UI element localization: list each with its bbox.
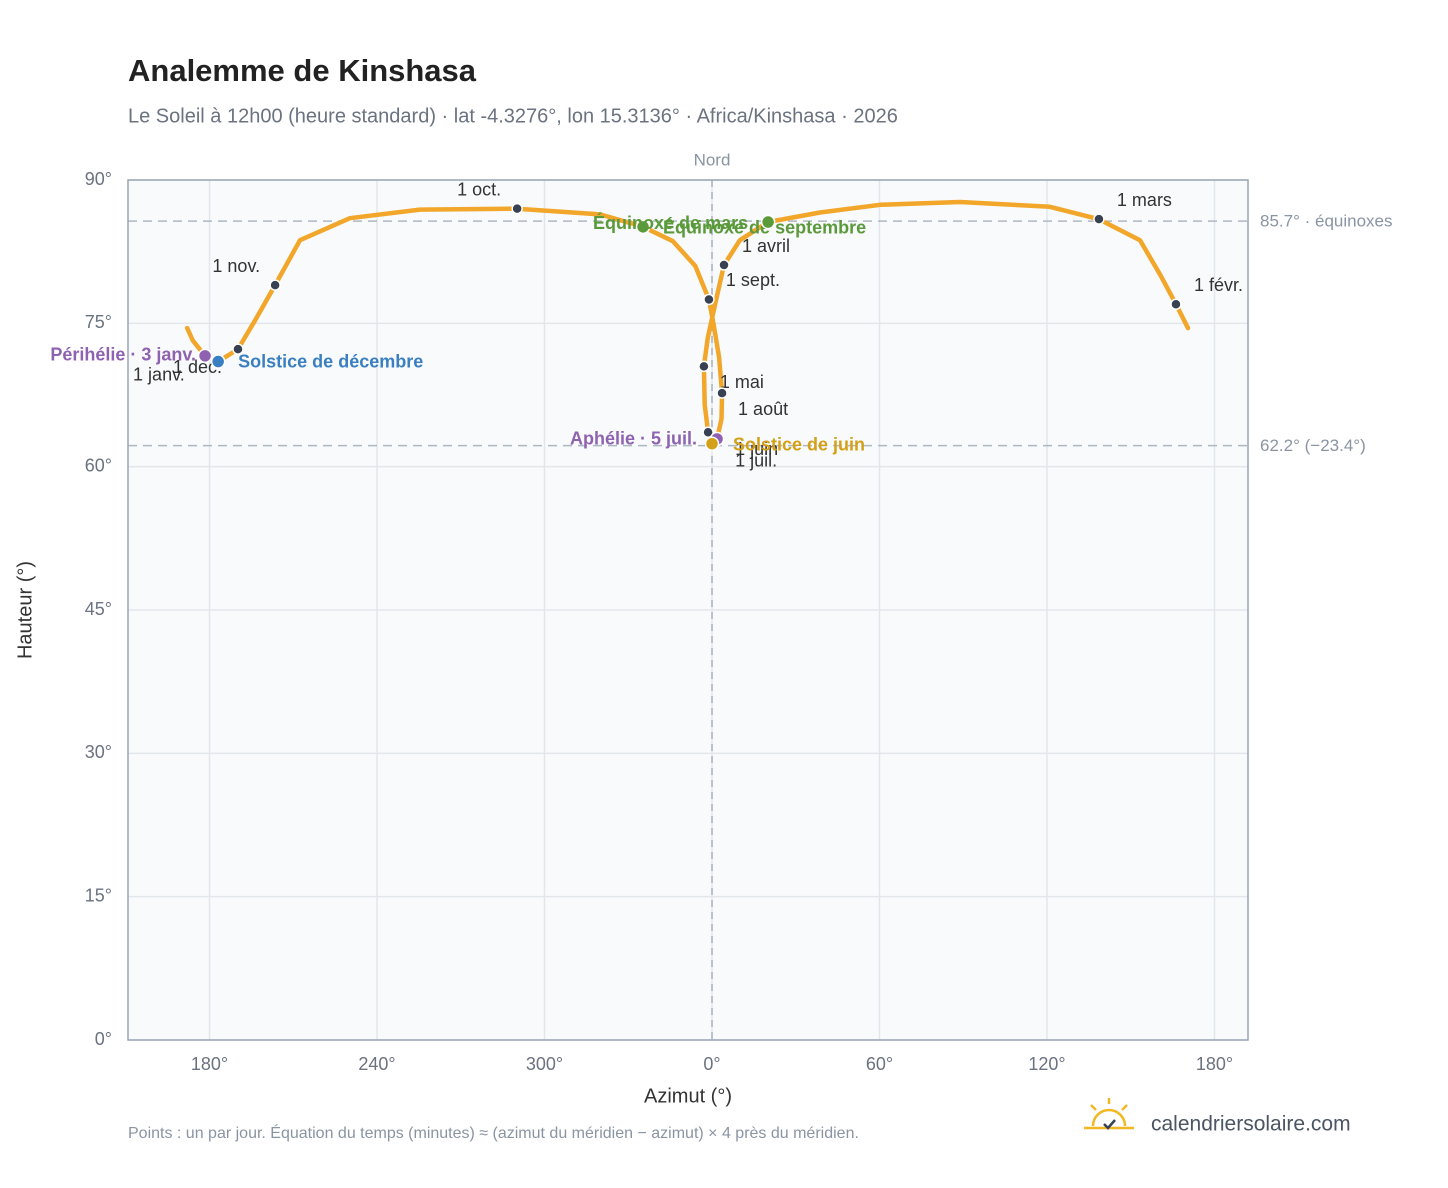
- month-label: 1 août: [738, 399, 788, 419]
- month-point: [716, 387, 728, 399]
- month-point: [511, 202, 523, 215]
- brand: calendriersolaire.com: [1151, 1113, 1351, 1136]
- event-label: Solstice de juin: [733, 434, 865, 454]
- month-label: 1 févr.: [1194, 275, 1243, 295]
- month-point: [1093, 213, 1105, 225]
- month-label: 1 oct.: [457, 179, 501, 199]
- month-point: [232, 343, 244, 355]
- x-tick-label: 120°: [1028, 1054, 1065, 1074]
- footnote: Points : un par jour. Équation du temps …: [128, 1123, 859, 1142]
- event-point: [760, 214, 776, 230]
- month-label: 1 mai: [720, 372, 764, 392]
- y-tick-label: 30°: [85, 742, 112, 762]
- x-tick-label: 240°: [358, 1054, 395, 1074]
- month-point: [698, 360, 710, 373]
- brand-logo: [1084, 1098, 1134, 1130]
- month-label: 1 déc.: [173, 357, 222, 377]
- chart-title: Analemme de Kinshasa: [128, 53, 477, 88]
- x-axis-label: Azimut (°): [644, 1085, 732, 1107]
- y-tick-label: 75°: [85, 312, 112, 332]
- month-label: 1 juin: [735, 439, 778, 459]
- event-point: [197, 348, 213, 364]
- plot-frame: [127, 179, 1249, 1041]
- event-label: Aphélie · 5 juil.: [570, 429, 697, 449]
- event-label: Périhélie · 3 janv.: [50, 345, 196, 365]
- event-point: [210, 354, 226, 369]
- y-tick-label: 90°: [85, 169, 112, 189]
- x-tick-label: 0°: [703, 1054, 720, 1074]
- y-tick-label: 45°: [85, 599, 112, 619]
- event-label: Équinoxe de mars: [593, 212, 748, 233]
- month-label: 1 nov.: [212, 256, 260, 276]
- month-label: 1 juil.: [735, 450, 777, 470]
- chart-subtitle: Le Soleil à 12h00 (heure standard) · lat…: [128, 105, 898, 127]
- month-label: 1 janv.: [133, 365, 185, 385]
- x-tick-label: 180°: [1196, 1054, 1233, 1074]
- reference-label: 85.7° · équinoxes: [1260, 212, 1393, 231]
- month-label: 1 avril: [742, 236, 790, 256]
- north-label: Nord: [694, 150, 731, 169]
- month-point: [269, 279, 281, 291]
- month-point: [702, 426, 714, 439]
- month-point: [703, 293, 715, 306]
- x-tick-label: 180°: [191, 1054, 228, 1074]
- event-label: Solstice de décembre: [238, 351, 423, 371]
- month-label: 1 mars: [1117, 190, 1172, 210]
- event-point: [635, 219, 651, 235]
- event-point: [704, 436, 720, 451]
- y-tick-label: 15°: [85, 885, 112, 905]
- y-axis-label: Hauteur (°): [14, 561, 36, 659]
- y-tick-label: 0°: [95, 1029, 112, 1049]
- y-tick-label: 60°: [85, 455, 112, 475]
- month-point: [1170, 298, 1182, 310]
- month-label: 1 sept.: [726, 270, 780, 290]
- x-tick-label: 60°: [866, 1054, 893, 1074]
- reference-label: 62.2° (−23.4°): [1260, 436, 1366, 455]
- month-point: [718, 259, 730, 271]
- x-tick-label: 300°: [526, 1054, 563, 1074]
